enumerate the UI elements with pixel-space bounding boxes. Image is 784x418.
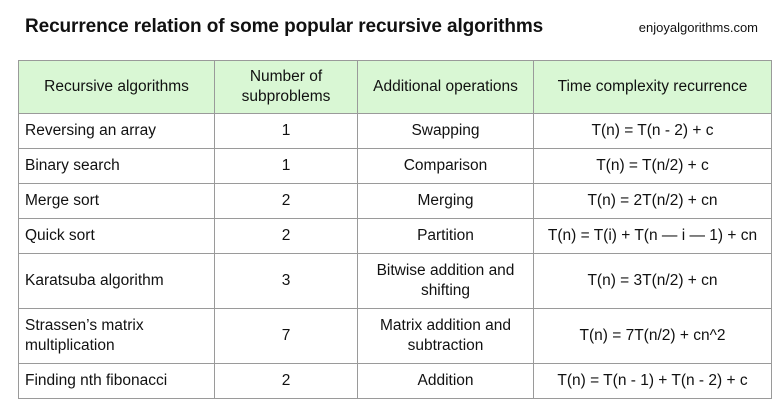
column-header-subproblems: Number of subproblems [214, 60, 358, 114]
cell-operations: Swapping [357, 113, 534, 149]
column-header-recurrence: Time complexity recurrence [533, 60, 772, 114]
cell-operations: Bitwise addition and shifting [357, 253, 534, 309]
cell-subproblems: 3 [214, 253, 358, 309]
cell-operations: Partition [357, 218, 534, 254]
page-title: Recurrence relation of some popular recu… [25, 16, 544, 37]
cell-subproblems: 7 [214, 308, 358, 364]
cell-algorithm: Quick sort [18, 218, 215, 254]
cell-recurrence: T(n) = 2T(n/2) + cn [533, 183, 772, 219]
cell-recurrence: T(n) = T(n - 1) + T(n - 2) + c [533, 363, 772, 399]
cell-subproblems: 1 [214, 148, 358, 184]
cell-operations: Merging [357, 183, 534, 219]
brand-logo: enjoyalgorithms.com [639, 20, 758, 35]
cell-algorithm: Strassen’s matrix multiplication [18, 308, 215, 364]
brand-domain: .com [729, 20, 758, 35]
cell-recurrence: T(n) = 7T(n/2) + cn^2 [533, 308, 772, 364]
cell-subproblems: 2 [214, 218, 358, 254]
table-row: Finding nth fibonacci 2 Addition T(n) = … [18, 363, 772, 399]
table-row: Strassen’s matrix multiplication 7 Matri… [18, 308, 772, 364]
cell-recurrence: T(n) = T(i) + T(n — i — 1) + cn [533, 218, 772, 254]
cell-recurrence: T(n) = T(n/2) + c [533, 148, 772, 184]
table-row: Merge sort 2 Merging T(n) = 2T(n/2) + cn [18, 183, 772, 219]
table-row: Quick sort 2 Partition T(n) = T(i) + T(n… [18, 218, 772, 254]
column-header-operations: Additional operations [357, 60, 534, 114]
cell-operations: Matrix addition and subtraction [357, 308, 534, 364]
table-row: Reversing an array 1 Swapping T(n) = T(n… [18, 113, 772, 149]
table-row: Binary search 1 Comparison T(n) = T(n/2)… [18, 148, 772, 184]
cell-algorithm: Merge sort [18, 183, 215, 219]
table-row: Karatsuba algorithm 3 Bitwise addition a… [18, 253, 772, 309]
cell-subproblems: 2 [214, 183, 358, 219]
table-header-row: Recursive algorithms Number of subproble… [18, 60, 772, 114]
cell-algorithm: Karatsuba algorithm [18, 253, 215, 309]
cell-recurrence: T(n) = 3T(n/2) + cn [533, 253, 772, 309]
cell-algorithm: Finding nth fibonacci [18, 363, 215, 399]
cell-subproblems: 2 [214, 363, 358, 399]
cell-recurrence: T(n) = T(n - 2) + c [533, 113, 772, 149]
column-header-algorithm: Recursive algorithms [18, 60, 215, 114]
brand-name: enjoyalgorithms [638, 20, 730, 35]
cell-operations: Comparison [357, 148, 534, 184]
cell-algorithm: Reversing an array [18, 113, 215, 149]
recurrence-table: Recursive algorithms Number of subproble… [18, 60, 772, 399]
cell-algorithm: Binary search [18, 148, 215, 184]
cell-operations: Addition [357, 363, 534, 399]
cell-subproblems: 1 [214, 113, 358, 149]
